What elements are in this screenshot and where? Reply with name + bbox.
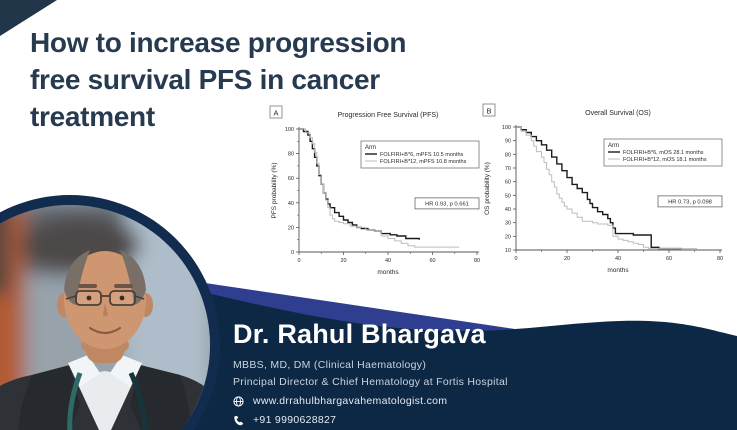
legend-title: Arm — [608, 143, 619, 149]
y-tick-label: 40 — [288, 201, 294, 207]
x-tick-label: 60 — [666, 256, 672, 262]
panel-label: A — [273, 109, 278, 118]
title-line-2: free survival PFS in cancer — [30, 64, 380, 95]
km-curve — [299, 128, 460, 248]
doctor-photo — [0, 205, 210, 430]
x-axis-label: months — [377, 269, 399, 276]
title-line-3: treatment — [30, 101, 155, 132]
legend-label: FOLFIRI+B*12, mOS 18.1 months — [623, 157, 707, 163]
doctor-credentials: MBBS, MD, DM (Clinical Haematology) — [233, 359, 427, 371]
legend-box — [603, 138, 723, 167]
os-chart: B Overall Survival (OS) 0 20 40 60 80 10 20 30 40 5… — [482, 103, 723, 274]
doctor-position: Principal Director & Chief Hematology at… — [233, 376, 508, 388]
website-row: www.drrahulbhargavahematologist.com — [233, 395, 508, 407]
y-tick-label: 100 — [502, 125, 511, 131]
y-tick-label: 80 — [288, 152, 294, 158]
x-tick-label: 0 — [514, 256, 517, 262]
x-tick-label: 40 — [615, 256, 621, 262]
y-tick-label: 60 — [288, 176, 294, 182]
title-line-1: How to increase progression — [30, 27, 407, 58]
doctor-figure — [0, 250, 210, 430]
y-tick-label: 100 — [285, 127, 294, 133]
y-tick-label: 70 — [505, 166, 511, 172]
legend-label: FOLFIRI+B*6, mPFS 10.5 months — [380, 152, 464, 158]
x-tick-label: 80 — [474, 258, 480, 264]
annotation-box — [657, 195, 723, 208]
x-tick-label: 80 — [717, 256, 723, 262]
corner-accent — [0, 0, 57, 36]
legend-title: Arm — [365, 145, 376, 151]
km-curve — [516, 126, 682, 250]
chart-title: Overall Survival (OS) — [585, 110, 651, 117]
y-tick-label: 60 — [505, 180, 511, 186]
km-curve — [516, 126, 697, 250]
x-tick-label: 40 — [385, 258, 391, 264]
annotation-text: HR 0.73, p 0.098 — [668, 200, 712, 206]
legend-label: FOLFIRI+B*12, mPFS 10.8 months — [380, 159, 467, 165]
y-tick-label: 50 — [505, 193, 511, 199]
phone-icon — [234, 415, 244, 425]
doctor-portrait-illustration — [0, 205, 210, 430]
y-tick-label: 20 — [288, 225, 294, 231]
panel-label: B — [486, 107, 491, 116]
x-axis-label: months — [607, 267, 629, 274]
annotation-box — [414, 197, 480, 210]
y-tick-label: 40 — [505, 207, 511, 213]
x-tick-label: 20 — [564, 256, 570, 262]
phone-row: +91 9990628827 — [233, 414, 508, 426]
x-tick-label: 60 — [429, 258, 435, 264]
corner-triangle-shape — [0, 0, 57, 36]
y-axis-label: PFS probability (%) — [271, 163, 278, 219]
panel-label-box — [482, 103, 496, 117]
annotation-text: HR 0.93, p 0.661 — [425, 202, 469, 208]
page-title: How to increase progression free surviva… — [30, 24, 470, 135]
x-tick-label: 0 — [297, 258, 300, 264]
y-tick-label: 80 — [505, 152, 511, 158]
y-axis-label: OS probability (%) — [484, 162, 491, 215]
chart-title: Progression Free Survival (PFS) — [338, 112, 439, 119]
phone-text: +91 9990628827 — [253, 414, 337, 426]
globe-icon — [233, 395, 244, 407]
y-tick-label: 20 — [505, 234, 511, 240]
panel-label-box — [269, 105, 283, 119]
x-tick-label: 20 — [340, 258, 346, 264]
y-tick-label: 90 — [505, 139, 511, 145]
legend-label: FOLFIRI+B*6, mOS 28.1 months — [623, 150, 704, 156]
doctor-name: Dr. Rahul Bhargava — [233, 319, 486, 349]
y-tick-label: 30 — [505, 221, 511, 227]
doctor-info: Dr. Rahul Bhargava MBBS, MD, DM (Clinica… — [233, 319, 508, 426]
pfs-chart: A Progression Free Survival (PFS) 0 20 40 60 8… — [269, 105, 480, 276]
website-text: www.drrahulbhargavahematologist.com — [253, 395, 448, 407]
y-tick-label: 0 — [291, 250, 294, 256]
y-tick-label: 10 — [505, 248, 511, 254]
doctor-photo-ring — [0, 195, 220, 430]
legend-box — [360, 140, 480, 169]
